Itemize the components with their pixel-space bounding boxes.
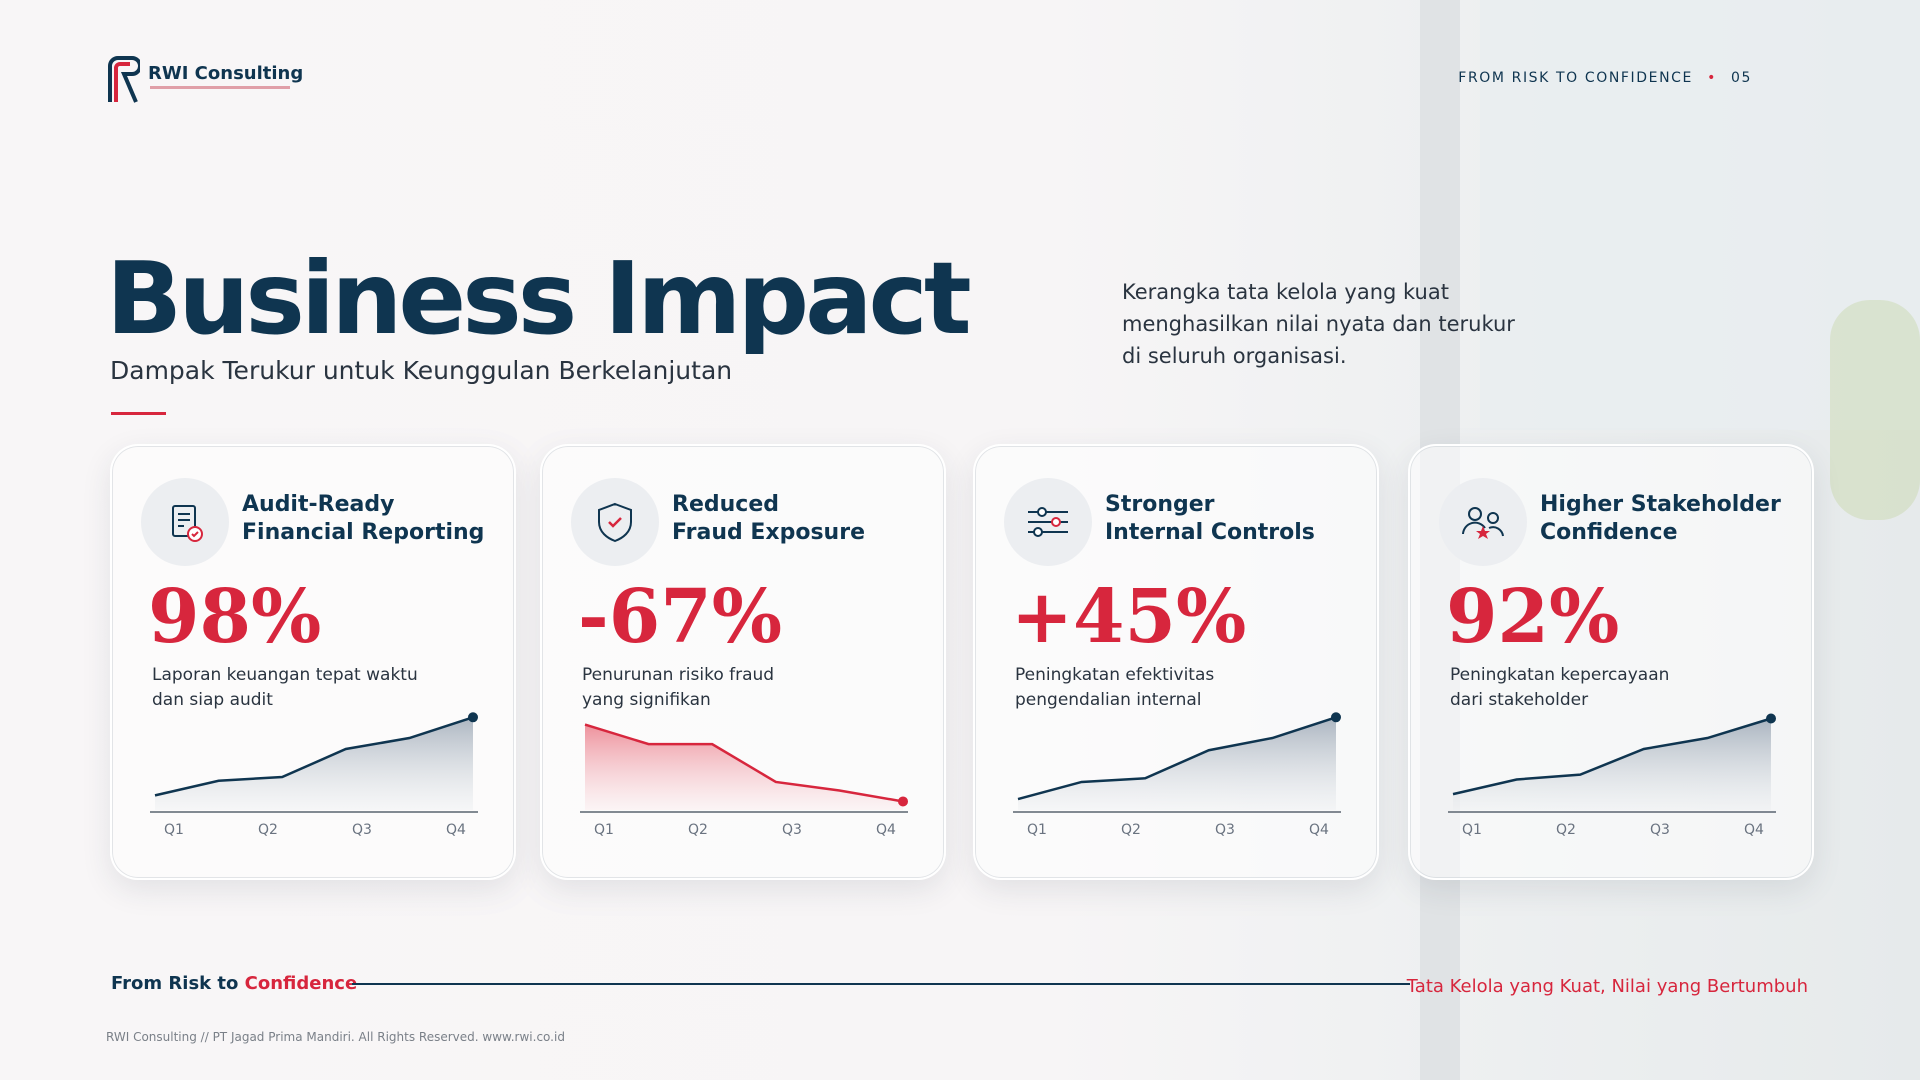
trend-end (1766, 713, 1776, 724)
quarter-label: Q2 (1556, 822, 1576, 838)
card-title: Financial Reporting (242, 520, 484, 545)
logo-mark (108, 56, 140, 103)
description: Peningkatan kepercayaan (1450, 665, 1669, 685)
quarter-label: Q1 (1462, 822, 1482, 838)
footer-tagline: From Risk to Confidence (111, 973, 357, 994)
trend-line (154, 716, 474, 797)
bullet: • (1707, 70, 1717, 86)
card-title: Audit-Ready (242, 492, 394, 517)
window-pane (1480, 0, 1920, 430)
quarter-label: Q4 (876, 822, 896, 838)
trend-line (1017, 716, 1337, 801)
icon-circle (1439, 478, 1527, 566)
description: Peningkatan efektivitas (1015, 665, 1214, 685)
icon (172, 505, 203, 542)
metric: 98% (148, 574, 321, 660)
description: Penurunan risiko fraud (582, 665, 774, 685)
icon (598, 502, 632, 543)
intro: Kerangka tata kelola yang kuat menghasil… (1122, 276, 1515, 372)
intro-line: Kerangka tata kelola yang kuat (1122, 280, 1449, 304)
footer-rule (352, 983, 1410, 985)
quarter-label: Q3 (1650, 822, 1670, 838)
trend-area (1018, 717, 1336, 810)
description: dari stakeholder (1450, 690, 1588, 710)
card: Stronger Internal Controls +45% Peningkatan… (973, 444, 1379, 880)
quarter-label: Q2 (1121, 822, 1141, 838)
description: dan siap audit (152, 690, 273, 710)
card: Reduced Fraud Exposure -67% Penurunan risik… (540, 444, 946, 880)
plant (1830, 300, 1920, 520)
card: Audit-Ready Financial Reporting 98% Laporan… (110, 444, 516, 880)
icon (1462, 507, 1504, 539)
icon-circle (571, 478, 659, 566)
accent-rule (111, 412, 166, 415)
title: Business Impact (106, 240, 972, 357)
tagline-accent: Confidence (244, 973, 358, 994)
quarter-label: Q1 (594, 822, 614, 838)
description: yang signifikan (582, 690, 711, 710)
brand: RWI Consulting (148, 63, 304, 84)
trend-line (584, 723, 904, 803)
card-graphics: Higher Stakeholder Confidence 92% Peningkat… (1439, 478, 1781, 838)
subtitle: Dampak Terukur untuk Keunggulan Berkelan… (110, 356, 733, 385)
motto: Tata Kelola yang Kuat, Nilai yang Bertum… (1406, 976, 1808, 997)
quarter-label: Q3 (782, 822, 802, 838)
intro-line: di seluruh organisasi. (1122, 344, 1347, 368)
tagline-start: From Risk to (111, 973, 245, 994)
card-title: Fraud Exposure (672, 520, 865, 545)
card-graphics: Reduced Fraud Exposure -67% Penurunan risik… (571, 478, 908, 838)
quarter-label: Q1 (1027, 822, 1047, 838)
card: Higher Stakeholder Confidence 92% Peningkat… (1408, 444, 1814, 880)
icon (1028, 507, 1068, 537)
quarter-label: Q3 (1215, 822, 1235, 838)
trend-end (898, 796, 908, 807)
trend-end (1331, 712, 1341, 723)
metric: +45% (1011, 574, 1246, 660)
card-graphics: Stronger Internal Controls +45% Peningkatan… (1004, 478, 1341, 838)
quarter-label: Q4 (1744, 822, 1764, 838)
brand-tagline (150, 86, 290, 89)
card-title: Internal Controls (1105, 520, 1315, 545)
card-title: Confidence (1540, 520, 1678, 545)
quarter-label: Q3 (352, 822, 372, 838)
quarter-label: Q4 (1309, 822, 1329, 838)
card-title: Reduced (672, 492, 779, 517)
section: FROM RISK TO CONFIDENCE (1458, 70, 1693, 86)
card-title: Higher Stakeholder (1540, 492, 1781, 517)
trend-area (585, 724, 903, 810)
description: Laporan keuangan tepat waktu (152, 665, 418, 685)
card-title: Stronger (1105, 492, 1215, 517)
intro-line: menghasilkan nilai nyata dan terukur (1122, 312, 1515, 336)
copyright: RWI Consulting // PT Jagad Prima Mandiri… (106, 1030, 565, 1044)
quarter-label: Q2 (688, 822, 708, 838)
quarter-label: Q2 (258, 822, 278, 838)
icon-circle (141, 478, 229, 566)
card-graphics: Audit-Ready Financial Reporting 98% Laporan… (141, 478, 484, 838)
section-label: FROM RISK TO CONFIDENCE • 05 (1458, 70, 1752, 86)
page-number: 05 (1730, 70, 1752, 86)
metric: -67% (578, 574, 782, 660)
quarter-label: Q4 (446, 822, 466, 838)
trend-line (1452, 717, 1772, 796)
metric: 92% (1446, 574, 1619, 660)
trend-end (468, 712, 478, 723)
description: pengendalian internal (1015, 690, 1202, 710)
quarter-label: Q1 (164, 822, 184, 838)
